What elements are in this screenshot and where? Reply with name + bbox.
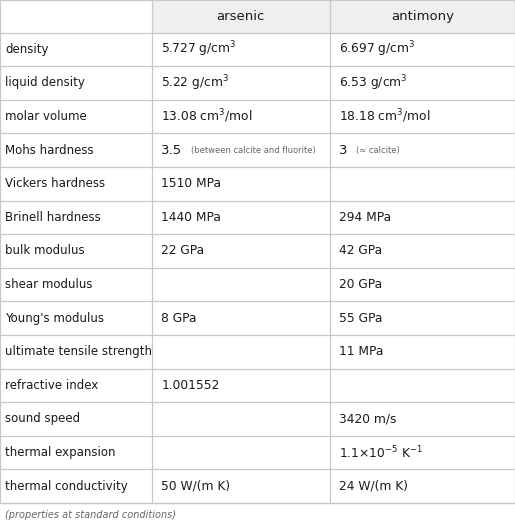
Text: 294 MPa: 294 MPa: [339, 211, 391, 224]
Text: 50 W/(m K): 50 W/(m K): [161, 480, 230, 492]
Text: Vickers hardness: Vickers hardness: [5, 177, 105, 190]
Text: refractive index: refractive index: [5, 379, 98, 392]
Text: 3.5: 3.5: [161, 144, 182, 156]
Text: Mohs hardness: Mohs hardness: [5, 144, 94, 156]
Text: antimony: antimony: [391, 10, 454, 23]
Text: Young's modulus: Young's modulus: [5, 312, 104, 324]
Text: 24 W/(m K): 24 W/(m K): [339, 480, 408, 492]
Text: 22 GPa: 22 GPa: [161, 245, 204, 257]
Text: 13.08 cm$^3$/mol: 13.08 cm$^3$/mol: [161, 108, 252, 125]
Text: ultimate tensile strength: ultimate tensile strength: [5, 345, 152, 358]
Bar: [330, 0, 515, 33]
Text: (between calcite and fluorite): (between calcite and fluorite): [191, 145, 316, 155]
Text: density: density: [5, 43, 48, 56]
Text: arsenic: arsenic: [217, 10, 265, 23]
Text: 6.697 g/cm$^3$: 6.697 g/cm$^3$: [339, 39, 415, 59]
Text: 1440 MPa: 1440 MPa: [161, 211, 221, 224]
Text: liquid density: liquid density: [5, 77, 85, 89]
Text: (≈ calcite): (≈ calcite): [356, 145, 400, 155]
Text: 1.001552: 1.001552: [161, 379, 219, 392]
Text: 11 MPa: 11 MPa: [339, 345, 383, 358]
Text: thermal expansion: thermal expansion: [5, 446, 116, 459]
Text: bulk modulus: bulk modulus: [5, 245, 85, 257]
Text: 3: 3: [339, 144, 348, 156]
Text: 6.53 g/cm$^3$: 6.53 g/cm$^3$: [339, 73, 407, 93]
Text: 55 GPa: 55 GPa: [339, 312, 382, 324]
Bar: [152, 0, 330, 33]
Text: sound speed: sound speed: [5, 413, 80, 425]
Text: (properties at standard conditions): (properties at standard conditions): [5, 510, 176, 520]
Text: 18.18 cm$^3$/mol: 18.18 cm$^3$/mol: [339, 108, 430, 125]
Text: 20 GPa: 20 GPa: [339, 278, 382, 291]
Text: 1510 MPa: 1510 MPa: [161, 177, 221, 190]
Text: thermal conductivity: thermal conductivity: [5, 480, 128, 492]
Text: 8 GPa: 8 GPa: [161, 312, 197, 324]
Text: Brinell hardness: Brinell hardness: [5, 211, 101, 224]
Text: 3420 m/s: 3420 m/s: [339, 413, 397, 425]
Text: 5.727 g/cm$^3$: 5.727 g/cm$^3$: [161, 39, 236, 59]
Text: 1.1×10$^{-5}$ K$^{-1}$: 1.1×10$^{-5}$ K$^{-1}$: [339, 444, 423, 461]
Text: shear modulus: shear modulus: [5, 278, 93, 291]
Text: molar volume: molar volume: [5, 110, 87, 123]
Text: 5.22 g/cm$^3$: 5.22 g/cm$^3$: [161, 73, 229, 93]
Text: 42 GPa: 42 GPa: [339, 245, 382, 257]
